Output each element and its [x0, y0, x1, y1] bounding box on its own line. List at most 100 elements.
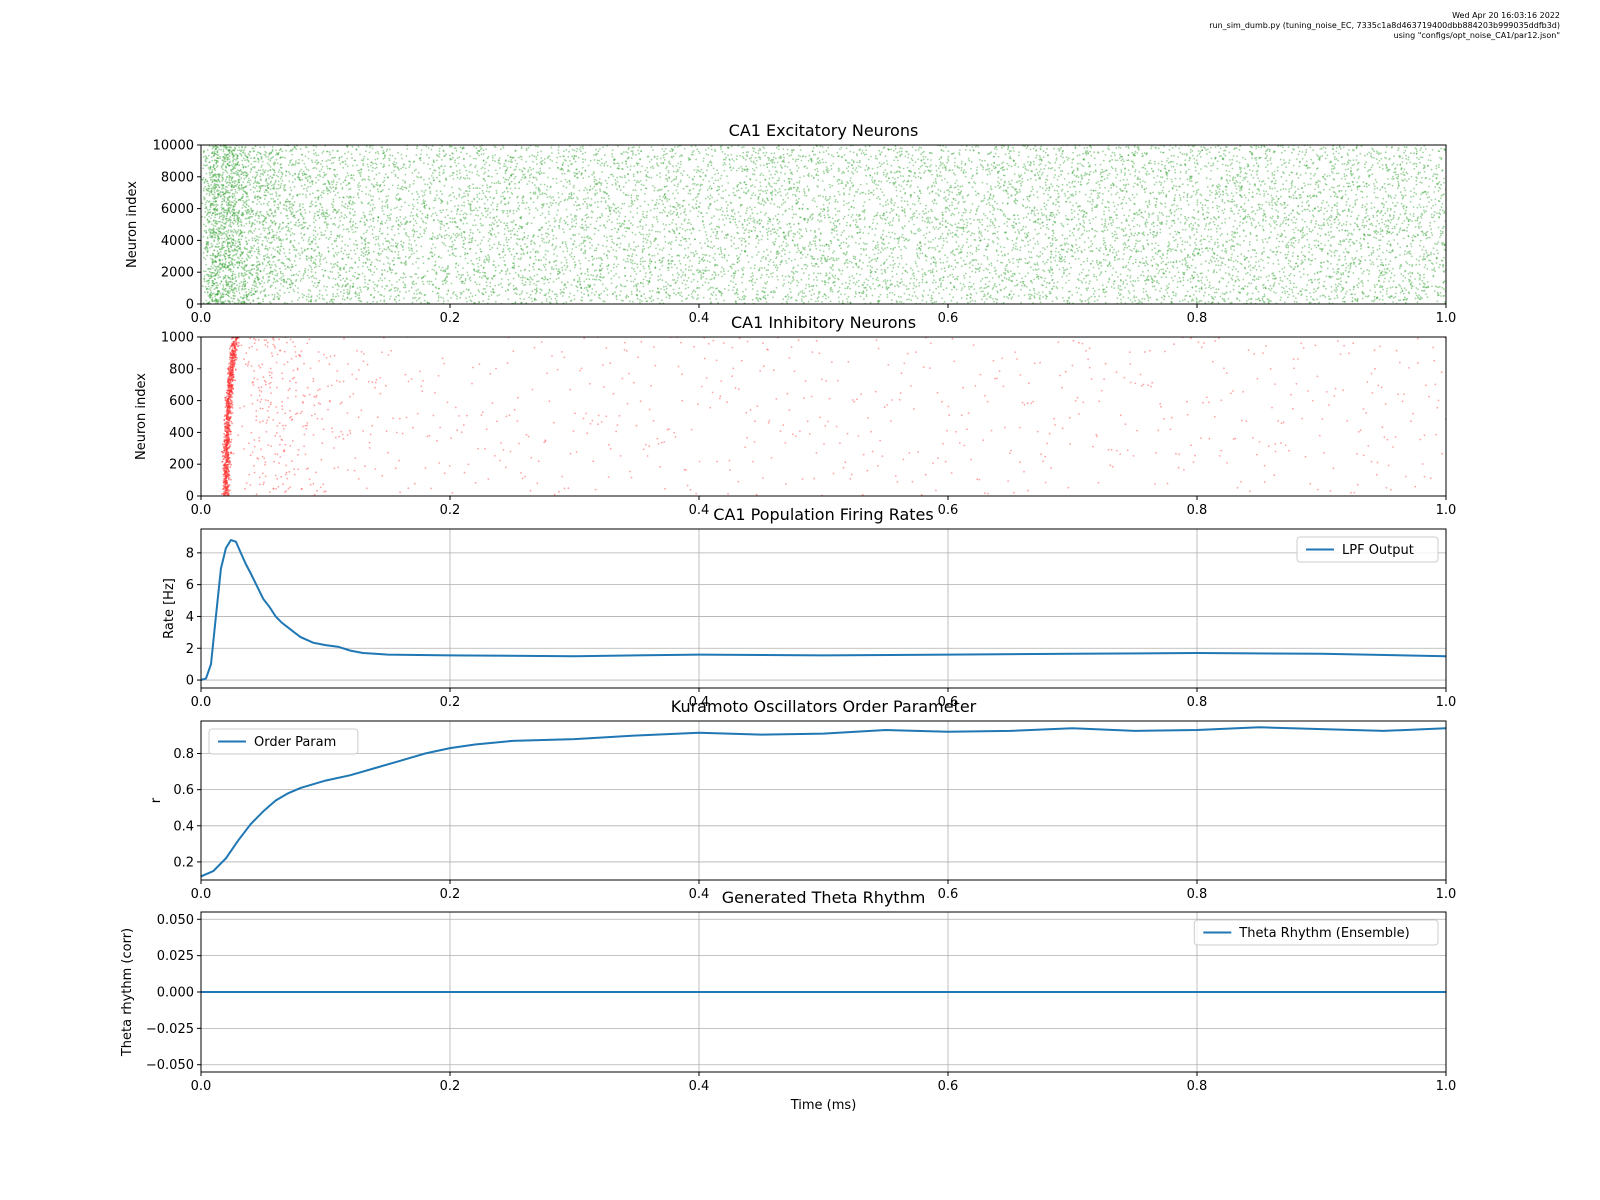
spike-dot	[205, 280, 208, 283]
spike-dot	[536, 250, 539, 253]
spike-dot	[411, 301, 414, 304]
spike-dot	[498, 157, 501, 159]
spike-dot	[262, 269, 265, 272]
spike-dot	[212, 186, 215, 188]
spike-dot	[217, 193, 219, 196]
spike-dot	[268, 164, 270, 167]
spike-dot	[203, 275, 206, 277]
spike-dot	[315, 167, 318, 170]
spike-dot	[487, 207, 490, 210]
spike-dot	[342, 196, 345, 199]
spike-dot	[252, 300, 255, 303]
spike-dot	[280, 242, 283, 245]
spike-dot	[575, 150, 578, 153]
spike-dot	[207, 211, 210, 214]
spike-dot	[365, 145, 368, 148]
spike-dot	[329, 153, 332, 156]
spike-dot	[546, 176, 549, 179]
spike-dot	[206, 218, 209, 221]
spike-dot	[226, 241, 229, 244]
spike-dot	[222, 262, 225, 265]
spike-dot	[422, 275, 425, 278]
spike-dot	[221, 184, 224, 186]
spike-dot	[322, 176, 324, 179]
spike-dot	[578, 148, 581, 151]
spike-dot	[408, 243, 410, 245]
spike-dot	[374, 152, 377, 154]
spike-dot	[387, 176, 389, 179]
spike-dot	[526, 221, 529, 224]
spike-dot	[231, 286, 233, 288]
spike-dot	[549, 272, 552, 275]
spike-dot	[262, 220, 265, 223]
spike-dot	[473, 198, 476, 201]
spike-dot	[216, 265, 219, 268]
spike-dot	[210, 187, 213, 190]
spike-dot	[388, 164, 390, 167]
spike-dot	[221, 218, 224, 221]
spike-dot	[220, 215, 223, 218]
spike-dot	[389, 154, 391, 157]
spike-dot	[552, 268, 555, 271]
spike-dot	[280, 171, 283, 174]
spike-dot	[206, 273, 209, 276]
spike-dot	[513, 255, 516, 258]
spike-dot	[229, 223, 232, 226]
spike-dot	[249, 229, 252, 232]
spike-dot	[216, 270, 219, 273]
spike-dot	[388, 159, 391, 162]
spike-dot	[460, 176, 462, 179]
spike-dot	[256, 195, 259, 198]
spike-dot	[206, 287, 209, 290]
spike-dot	[326, 167, 329, 170]
spike-dot	[397, 232, 400, 235]
spike-dot	[446, 202, 449, 205]
spike-dot	[376, 150, 379, 153]
spike-dot	[339, 267, 342, 269]
spike-dot	[213, 236, 216, 239]
spike-dot	[233, 195, 236, 197]
spike-dot	[215, 222, 218, 225]
spike-dot	[447, 214, 449, 217]
spike-dot	[217, 240, 220, 242]
spike-dot	[232, 222, 235, 225]
spike-dot	[482, 266, 485, 269]
spike-dot	[256, 190, 259, 193]
spike-dot	[205, 245, 208, 248]
spike-dot	[257, 169, 260, 172]
spike-dot	[363, 275, 366, 278]
spike-dot	[227, 248, 230, 250]
spike-dot	[539, 167, 542, 170]
spike-dot	[207, 302, 210, 304]
spike-dot	[429, 167, 431, 170]
spike-dot	[415, 273, 418, 275]
spike-dot	[485, 284, 488, 287]
spike-dot	[251, 239, 254, 242]
spike-dot	[481, 189, 484, 192]
spike-dot	[220, 280, 223, 282]
spike-dot	[497, 224, 500, 227]
spike-dot	[560, 167, 563, 170]
spike-dot	[456, 295, 458, 298]
spike-dot	[317, 174, 319, 177]
spike-dot	[550, 297, 553, 300]
spike-dot	[525, 149, 528, 152]
spike-dot	[468, 187, 471, 190]
spike-dot	[264, 288, 267, 291]
spike-dot	[263, 198, 266, 200]
spike-dot	[218, 217, 221, 220]
spike-dot	[257, 297, 260, 300]
spike-dot	[367, 165, 370, 168]
spike-dot	[454, 205, 456, 208]
spike-dot	[504, 172, 507, 175]
spike-dot	[348, 289, 351, 292]
spike-dot	[562, 241, 564, 243]
spike-dot	[363, 221, 366, 224]
spike-dot	[314, 238, 317, 241]
spike-dot	[254, 179, 257, 182]
spike-dot	[357, 145, 360, 148]
spike-dot	[213, 299, 216, 302]
spike-dot	[566, 223, 569, 226]
spike-dot	[334, 224, 337, 226]
spike-dot	[206, 189, 209, 192]
